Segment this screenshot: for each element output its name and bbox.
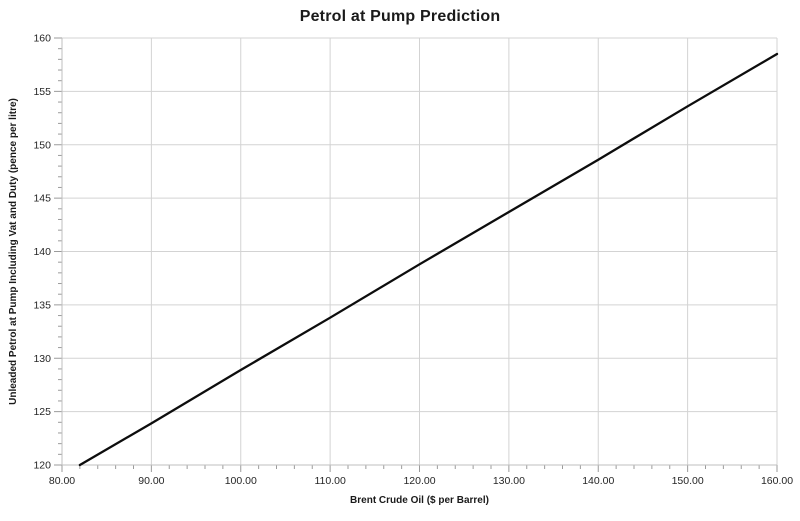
x-axis-title: Brent Crude Oil ($ per Barrel): [350, 495, 489, 506]
chart-title: Petrol at Pump Prediction: [299, 8, 501, 25]
y-tick-label: 125: [33, 406, 51, 418]
y-tick-label: 120: [33, 460, 51, 472]
y-tick-label: 145: [33, 193, 51, 205]
y-tick-label: 130: [33, 353, 51, 365]
x-tick-label: 160.00: [761, 475, 793, 487]
x-tick-label: 120.00: [403, 475, 435, 487]
x-tick-label: 100.00: [225, 475, 257, 487]
x-tick-label: 110.00: [314, 475, 345, 487]
y-tick-label: 160: [33, 33, 51, 45]
x-tick-label: 140.00: [582, 475, 614, 487]
prediction-line: [78, 52, 779, 467]
x-tick-label: 130.00: [493, 475, 525, 487]
y-tick-label: 135: [33, 299, 51, 311]
x-tick-label: 80.00: [49, 475, 75, 487]
y-tick-label: 140: [33, 246, 51, 258]
y-tick-label: 155: [33, 86, 51, 98]
x-tick-label: 90.00: [138, 475, 164, 487]
x-tick-label: 150.00: [672, 475, 704, 487]
y-tick-label: 150: [33, 139, 51, 151]
